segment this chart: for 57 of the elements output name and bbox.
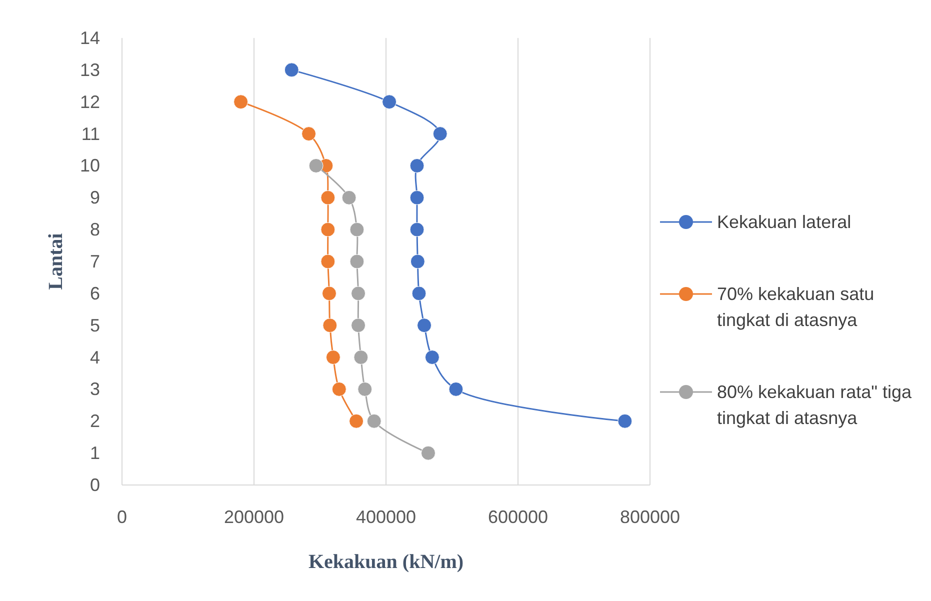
y-tick-label: 1: [90, 443, 100, 464]
point: [349, 414, 364, 428]
point: [320, 190, 336, 205]
y-tick-label: 10: [80, 156, 100, 176]
y-tick-label: 8: [90, 220, 100, 240]
legend-label: 80% kekakuan rata" tiga tingkat di atasnya: [717, 382, 912, 428]
point: [410, 158, 424, 173]
y-tick-label: 12: [80, 92, 100, 112]
point: [322, 286, 336, 301]
point: [448, 382, 464, 396]
x-tick-label: 600000: [488, 507, 548, 527]
point: [284, 62, 299, 78]
point: [322, 318, 338, 333]
point: [410, 190, 424, 205]
y-tick-label: 5: [90, 315, 100, 336]
point: [234, 94, 248, 110]
point: [432, 126, 448, 142]
y-tick-label: 2: [90, 411, 100, 432]
x-axis-title: Kekakuan (kN/m): [308, 551, 464, 573]
y-tick-label: 9: [90, 188, 100, 208]
point: [320, 222, 336, 237]
point: [308, 158, 324, 173]
y-tick-label: 6: [90, 283, 100, 304]
y-tick-label: 4: [90, 347, 100, 368]
point: [320, 254, 336, 269]
x-tick-label: 400000: [356, 507, 416, 527]
point: [332, 382, 346, 396]
point: [351, 286, 366, 301]
point: [618, 414, 632, 428]
point: [410, 254, 425, 269]
point: [302, 126, 316, 142]
point: [342, 190, 356, 205]
point: [417, 318, 432, 333]
y-tick-label: 13: [80, 60, 100, 80]
y-tick-label: 14: [80, 28, 100, 48]
x-tick-label: 200000: [224, 507, 284, 527]
point: [358, 382, 372, 396]
point: [351, 318, 366, 333]
point: [424, 350, 440, 365]
x-tick-label: 0: [116, 507, 128, 527]
point: [326, 350, 340, 365]
point: [366, 414, 382, 428]
point: [382, 94, 397, 110]
point: [350, 254, 364, 269]
x-tick-label: 800000: [620, 507, 680, 527]
y-tick-label: 11: [81, 124, 100, 144]
y-axis-title: Lantai: [45, 232, 67, 290]
legend-label: 70% kekakuan satu tingkat di atasnya: [717, 284, 874, 330]
y-tick-label: 3: [90, 379, 100, 400]
y-tick-label: 0: [90, 475, 100, 495]
y-tick-label: 7: [90, 252, 100, 272]
point: [410, 222, 424, 237]
legend-label: Kekakuan lateral: [717, 212, 852, 232]
point: [420, 446, 436, 460]
point: [412, 286, 426, 301]
point: [350, 222, 364, 237]
point: [354, 350, 368, 365]
